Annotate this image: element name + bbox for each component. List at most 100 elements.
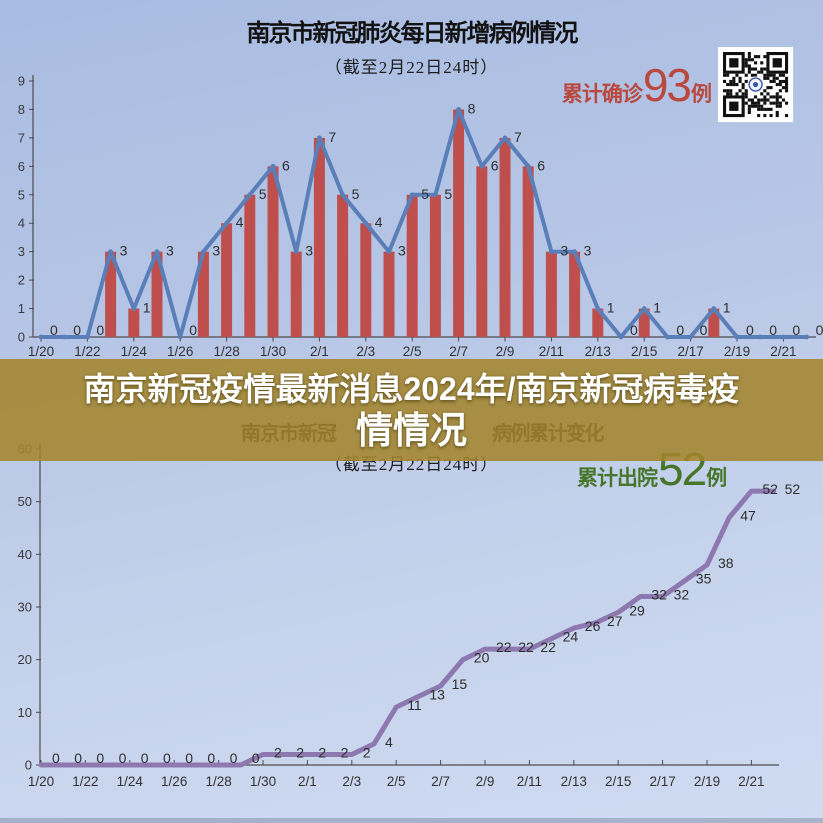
svg-text:1/30: 1/30 <box>250 774 276 789</box>
confirmed-legend-suffix: 例 <box>691 83 712 106</box>
svg-text:5: 5 <box>421 186 429 202</box>
svg-text:0: 0 <box>769 322 777 338</box>
svg-text:2/3: 2/3 <box>356 344 375 359</box>
svg-text:4: 4 <box>236 214 244 230</box>
svg-text:2/1: 2/1 <box>298 774 317 789</box>
svg-text:1/22: 1/22 <box>74 344 100 359</box>
svg-text:2: 2 <box>341 744 349 760</box>
svg-text:2/17: 2/17 <box>677 344 703 359</box>
svg-text:0: 0 <box>676 322 684 338</box>
svg-text:5: 5 <box>18 187 25 202</box>
svg-text:2/13: 2/13 <box>585 344 611 359</box>
svg-text:3: 3 <box>18 244 25 259</box>
svg-text:20: 20 <box>474 650 490 666</box>
svg-text:0: 0 <box>74 750 82 766</box>
svg-text:1: 1 <box>607 300 615 316</box>
svg-text:1/28: 1/28 <box>205 774 231 789</box>
svg-text:2/11: 2/11 <box>539 344 564 359</box>
svg-text:22: 22 <box>518 639 534 655</box>
svg-text:2/1: 2/1 <box>310 344 329 359</box>
svg-text:52: 52 <box>762 481 778 497</box>
svg-text:2/9: 2/9 <box>476 774 495 789</box>
svg-text:2/19: 2/19 <box>724 344 750 359</box>
svg-text:5: 5 <box>352 186 360 202</box>
svg-text:13: 13 <box>429 687 445 703</box>
svg-text:2/7: 2/7 <box>449 344 468 359</box>
svg-text:0: 0 <box>50 322 58 338</box>
svg-text:1/24: 1/24 <box>117 774 144 789</box>
svg-text:2/21: 2/21 <box>738 774 764 789</box>
svg-text:3: 3 <box>120 243 128 259</box>
svg-text:2/19: 2/19 <box>694 774 720 789</box>
svg-text:1/20: 1/20 <box>28 344 54 359</box>
svg-text:2/11: 2/11 <box>517 774 542 789</box>
qr-code <box>752 81 759 88</box>
svg-text:6: 6 <box>491 157 499 173</box>
svg-text:3: 3 <box>305 243 313 259</box>
svg-text:0: 0 <box>52 750 60 766</box>
svg-text:1/30: 1/30 <box>260 344 286 359</box>
svg-text:0: 0 <box>207 750 215 766</box>
svg-text:1: 1 <box>143 300 151 316</box>
svg-text:2/3: 2/3 <box>342 774 361 789</box>
svg-text:1: 1 <box>18 301 25 316</box>
svg-text:2: 2 <box>318 744 326 760</box>
svg-text:32: 32 <box>651 586 667 602</box>
svg-text:15: 15 <box>452 676 468 692</box>
top-chart-subtitle: （截至2月22日24时） <box>324 58 499 77</box>
confirmed-legend-prefix: 累计确诊 <box>561 83 643 106</box>
svg-text:1/22: 1/22 <box>72 774 98 789</box>
confirmed-total-legend: 累计确诊 93 例 <box>561 62 712 108</box>
svg-text:2/9: 2/9 <box>496 344 515 359</box>
svg-text:1/28: 1/28 <box>213 344 239 359</box>
svg-text:2/15: 2/15 <box>605 774 631 789</box>
svg-text:1: 1 <box>653 300 661 316</box>
svg-text:2/13: 2/13 <box>561 774 587 789</box>
svg-text:0: 0 <box>630 322 638 338</box>
svg-text:0: 0 <box>185 750 193 766</box>
svg-text:20: 20 <box>18 652 32 667</box>
svg-text:3: 3 <box>398 243 406 259</box>
svg-text:0: 0 <box>73 322 81 338</box>
top-chart-title: 南京市新冠肺炎每日新增病例情况 <box>246 20 579 47</box>
svg-text:3: 3 <box>212 243 220 259</box>
svg-text:3: 3 <box>166 243 174 259</box>
svg-text:0: 0 <box>25 758 32 773</box>
svg-text:22: 22 <box>496 639 512 655</box>
svg-text:3: 3 <box>560 243 568 259</box>
svg-text:7: 7 <box>328 129 336 145</box>
svg-text:0: 0 <box>119 750 127 766</box>
discharged-legend-suffix: 例 <box>706 467 727 490</box>
svg-text:0: 0 <box>816 322 823 338</box>
svg-text:6: 6 <box>18 159 25 174</box>
svg-text:0: 0 <box>189 322 197 338</box>
svg-text:0: 0 <box>700 322 708 338</box>
svg-text:29: 29 <box>629 602 645 618</box>
svg-text:6: 6 <box>537 157 545 173</box>
svg-text:7: 7 <box>18 130 25 145</box>
svg-text:3: 3 <box>584 243 592 259</box>
svg-text:0: 0 <box>163 750 171 766</box>
svg-text:35: 35 <box>696 571 712 587</box>
svg-text:0: 0 <box>96 750 104 766</box>
svg-text:8: 8 <box>18 102 25 117</box>
svg-text:5: 5 <box>259 186 267 202</box>
svg-text:47: 47 <box>740 507 756 523</box>
svg-text:11: 11 <box>407 697 422 713</box>
svg-text:30: 30 <box>18 600 32 615</box>
svg-text:2: 2 <box>296 744 304 760</box>
svg-text:4: 4 <box>18 216 25 231</box>
svg-text:4: 4 <box>375 214 383 230</box>
svg-text:6: 6 <box>282 157 290 173</box>
svg-text:0: 0 <box>746 322 754 338</box>
svg-text:8: 8 <box>468 100 476 116</box>
svg-text:27: 27 <box>607 613 623 629</box>
discharged-legend-prefix: 累计出院 <box>577 467 658 490</box>
svg-text:0: 0 <box>252 750 260 766</box>
svg-text:2: 2 <box>274 744 282 760</box>
headline-banner: 南京新冠疫情最新消息2024年/南京新冠病毒疫 情情况 <box>0 359 823 461</box>
svg-text:2/15: 2/15 <box>631 344 657 359</box>
svg-text:1/20: 1/20 <box>28 774 54 789</box>
svg-text:52: 52 <box>785 481 801 497</box>
